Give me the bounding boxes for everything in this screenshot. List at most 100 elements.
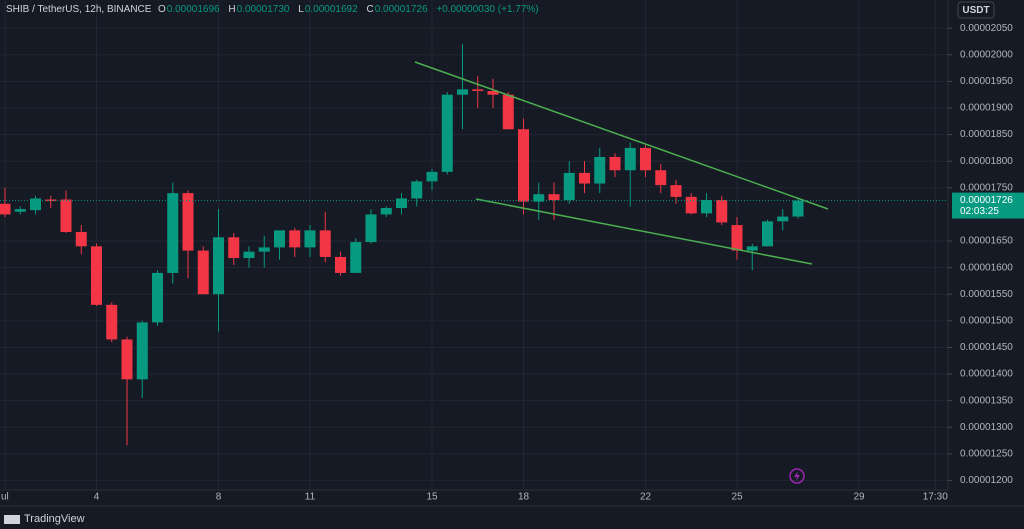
y-tick-label: 0.00001250 [960,448,1013,459]
x-tick-label: 18 [518,492,530,503]
y-tick-label: 0.00001350 [960,395,1013,406]
candle-body [228,237,240,259]
candle-body [289,230,301,248]
o-value: 0.00001696 [166,4,220,15]
y-tick-label: 0.00001750 [960,182,1013,193]
candle-body [563,172,575,201]
candle-body [380,208,392,215]
y-tick-label: 0.00001950 [960,76,1013,87]
h-value: 0.00001730 [236,4,290,15]
candle-body [258,247,270,252]
x-tick-label: 4 [94,492,100,503]
x-tick-label: 17:30 [923,492,948,503]
y-tick-label: 0.00001300 [960,422,1013,433]
candle-body [746,246,758,251]
candle-body [91,246,102,305]
currency: USDT [962,5,989,16]
candle-body [0,203,11,215]
trendline-upper [414,61,829,210]
candle-body [304,230,316,248]
symbol: SHIB / TetherUS, 12h, BINANCE [6,4,152,15]
candle-body [14,209,26,212]
l-value: 0.00001692 [304,4,358,15]
candle-body [274,230,285,248]
candle-body [548,194,560,201]
candle-body [197,250,209,295]
candle-body [441,94,453,172]
candle-body [426,171,438,182]
candle-body [243,251,255,259]
candle-body [777,216,789,222]
candle-body [655,170,667,186]
y-tick-label: 0.00001850 [960,129,1013,140]
candle-body [213,237,224,295]
candle-body [731,225,743,251]
y-tick-label: 0.00001400 [960,369,1013,380]
candle-body [792,200,804,217]
candle-body [594,156,606,184]
y-tick-label: 0.00001450 [960,342,1013,353]
x-tick-label: ul [1,492,9,503]
candle-body [319,230,331,257]
candle-body [762,221,773,247]
candle-body [136,322,148,380]
last-price-box [952,192,1024,219]
x-tick-label: 29 [853,492,865,503]
candle-body [365,214,377,243]
candle-body [579,172,590,184]
x-tick-label: 11 [305,492,316,503]
currency-box[interactable] [957,1,995,19]
candle-body [182,193,194,251]
candle-body [167,193,179,273]
candle-body [701,200,712,214]
candle-body [670,185,682,197]
trendline-lower [475,198,813,265]
last-price-label: 0.00001726 [960,195,1013,206]
candle-body [502,94,514,130]
l-label: L [298,4,304,15]
candle-body [75,231,87,247]
candle-body [121,339,133,380]
y-tick-label: 0.00001600 [960,262,1013,273]
y-tick-label: 0.00002050 [960,23,1013,34]
c-label: C [366,4,374,15]
y-tick-label: 0.00001200 [960,475,1013,486]
candle-body [624,147,636,171]
candle-body [685,196,697,214]
y-tick-label: 0.00001900 [960,103,1013,114]
candle-body [45,199,57,202]
candle-body [396,198,407,209]
candle-body [487,90,499,95]
candle-body [716,200,728,223]
x-tick-label: 22 [640,492,652,503]
candle-body [350,242,362,273]
candle-body [609,156,621,171]
candle-body [335,256,346,273]
c-value: 0.00001726 [374,4,428,15]
y-tick-label: 0.00001650 [960,236,1013,247]
h-label: H [228,4,236,15]
candle-body [60,199,72,232]
x-tick-label: 15 [426,492,438,503]
candle-body [30,198,41,211]
candle-body [106,304,118,340]
alert-bolt [794,471,800,481]
header: SHIB / TetherUS, 12h, BINANCE O0.0000169… [6,4,545,15]
y-tick-label: 0.00001550 [960,289,1013,300]
alert-icon[interactable] [789,468,805,484]
branding[interactable]: TradingView [4,513,85,525]
x-tick-label: 25 [731,492,743,503]
y-tick-label: 0.00001800 [960,156,1013,167]
candle-body [152,272,163,323]
branding-text: TradingView [24,513,85,525]
o-label: O [158,4,166,15]
candle-body [411,181,423,199]
candle-body [533,194,545,202]
y-tick-label: 0.00002000 [960,49,1013,60]
change: +0.00000030 (+1.77%) [436,4,539,15]
candle-body [472,89,484,91]
candle-body [457,89,468,95]
